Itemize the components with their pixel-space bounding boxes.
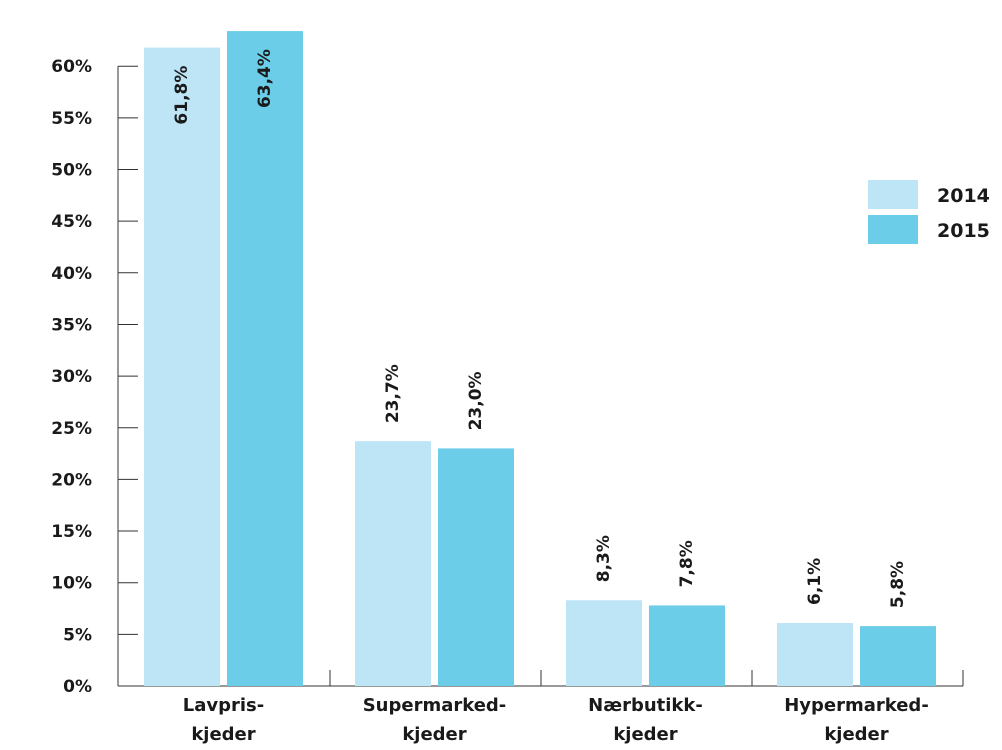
y-tick-label: 50% bbox=[51, 161, 92, 181]
bar-value-label: 7,8% bbox=[677, 540, 697, 587]
legend-label: 2014 bbox=[937, 185, 990, 207]
bar-2015 bbox=[227, 31, 303, 686]
bar-2014 bbox=[355, 441, 431, 686]
legend-swatch-2015 bbox=[868, 215, 918, 244]
x-category-label: kjeder bbox=[191, 724, 255, 745]
bar-2015 bbox=[860, 626, 936, 686]
bar-value-label: 63,4% bbox=[255, 49, 275, 108]
bar-value-label: 61,8% bbox=[172, 66, 192, 125]
y-tick-label: 35% bbox=[51, 315, 92, 335]
y-tick-label: 45% bbox=[51, 212, 92, 232]
y-tick-label: 25% bbox=[51, 419, 92, 439]
legend-label: 2015 bbox=[937, 220, 990, 242]
y-tick-label: 5% bbox=[63, 625, 92, 645]
bar-2015 bbox=[649, 605, 725, 686]
x-category-label: kjeder bbox=[613, 724, 677, 745]
y-tick-label: 30% bbox=[51, 367, 92, 387]
y-tick-label: 15% bbox=[51, 522, 92, 542]
bar-2014 bbox=[144, 47, 220, 686]
y-tick-label: 40% bbox=[51, 264, 92, 284]
x-category-label: Nærbutikk- bbox=[588, 695, 703, 716]
bar-value-label: 23,7% bbox=[383, 364, 403, 423]
x-category-label: kjeder bbox=[824, 724, 888, 745]
bar-value-label: 23,0% bbox=[466, 371, 486, 430]
bar-2014 bbox=[566, 600, 642, 686]
y-tick-label: 55% bbox=[51, 109, 92, 129]
y-tick-label: 60% bbox=[51, 57, 92, 77]
x-category-label: Hypermarked- bbox=[784, 695, 929, 716]
bar-2014 bbox=[777, 622, 853, 686]
bar-value-label: 6,1% bbox=[805, 558, 825, 605]
y-tick-label: 10% bbox=[51, 574, 92, 594]
x-category-label: Lavpris- bbox=[183, 695, 264, 716]
y-tick-label: 20% bbox=[51, 470, 92, 490]
bar-value-label: 5,8% bbox=[888, 561, 908, 608]
x-category-label: Supermarked- bbox=[363, 695, 507, 716]
bar-2015 bbox=[438, 448, 514, 686]
x-category-label: kjeder bbox=[402, 724, 466, 745]
y-tick-label: 0% bbox=[63, 677, 92, 697]
bar-value-label: 8,3% bbox=[594, 535, 614, 582]
legend-swatch-2014 bbox=[868, 180, 918, 209]
